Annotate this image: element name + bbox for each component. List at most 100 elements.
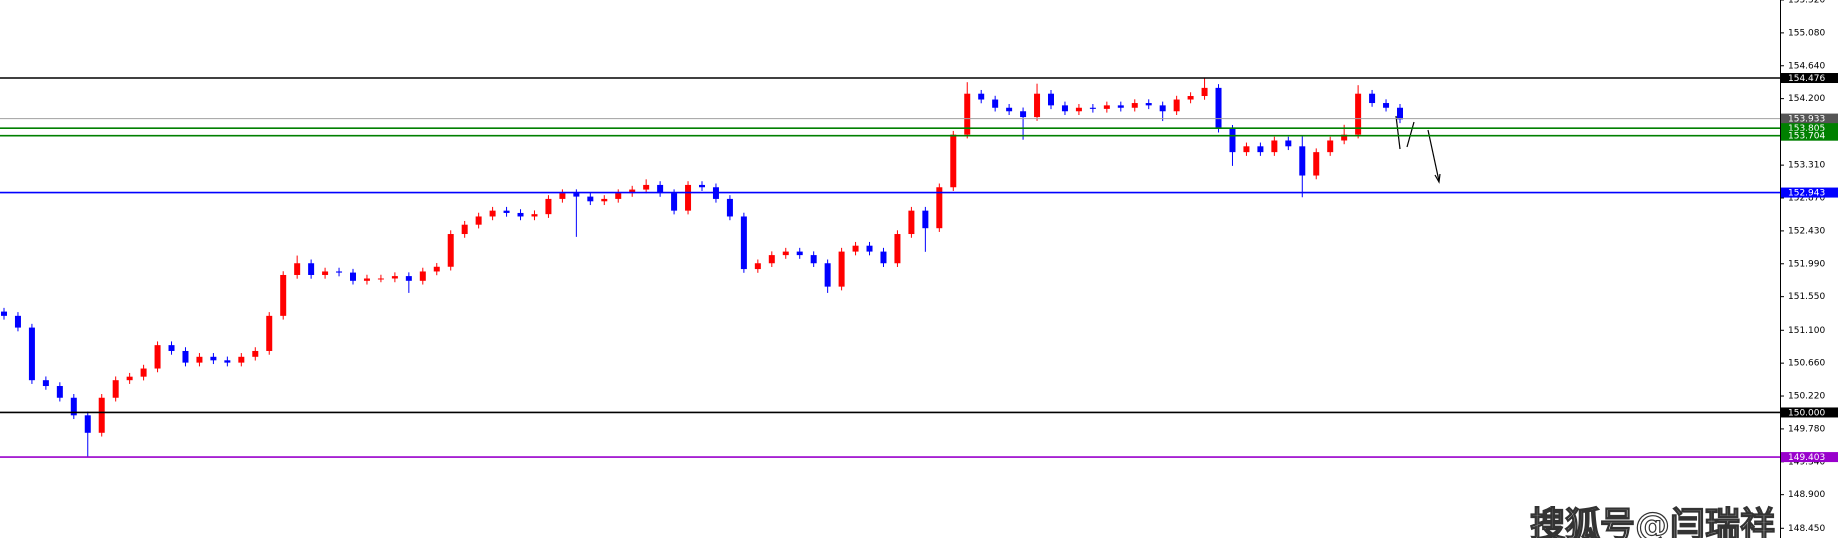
drawing-line	[1406, 121, 1415, 148]
y-tick-label: 154.200	[1788, 94, 1825, 104]
candle-body	[224, 360, 231, 363]
candle-body	[1313, 152, 1320, 176]
candle-body	[573, 193, 580, 197]
y-tick-label: 151.100	[1788, 326, 1825, 336]
candle-body	[1061, 105, 1068, 112]
candle-body	[1243, 146, 1250, 153]
candle-body	[1103, 105, 1110, 109]
candle-body	[922, 210, 929, 229]
candle-body	[699, 184, 705, 188]
candle-body	[1201, 87, 1208, 97]
candle-body	[1117, 105, 1124, 108]
y-tick-label: 155.080	[1788, 28, 1825, 38]
level-label: 149.403	[1788, 453, 1825, 463]
y-tick-label: 148.450	[1788, 524, 1825, 534]
candle-body	[685, 184, 692, 211]
drawing-arrow	[1427, 129, 1440, 182]
candle-body	[1229, 128, 1236, 153]
candle-body	[363, 278, 370, 281]
y-tick-label: 149.780	[1788, 424, 1825, 434]
candle-body	[908, 210, 915, 235]
candle-body	[601, 198, 608, 202]
candle-body	[391, 276, 398, 279]
candle-body	[1034, 93, 1041, 118]
candle-body	[1159, 105, 1166, 112]
candle-body	[419, 271, 426, 281]
candle-body	[629, 189, 636, 194]
candle-body	[768, 255, 775, 264]
candle-body	[545, 198, 552, 215]
candle-body	[266, 315, 273, 351]
candle-body	[517, 212, 524, 217]
candle-body	[350, 272, 356, 281]
candle-body	[838, 251, 845, 287]
candle-body	[1299, 146, 1306, 176]
candle-body	[56, 386, 63, 398]
candle-body	[866, 245, 873, 252]
watermark: 搜狐号@闫瑞祥	[1530, 506, 1775, 538]
candle-body	[28, 327, 35, 381]
level-label-box	[1781, 113, 1838, 124]
candle-body	[98, 397, 105, 433]
candle-body	[1397, 107, 1403, 120]
level-label: 153.805	[1788, 124, 1825, 134]
y-tick-label: 148.900	[1788, 490, 1825, 500]
candle-body	[503, 210, 510, 213]
y-tick-label: 149.340	[1788, 457, 1825, 467]
candle-body	[754, 263, 761, 270]
candle-body	[810, 255, 817, 264]
candle-body	[880, 251, 887, 264]
candle-body	[42, 380, 49, 387]
candle-body	[1187, 96, 1194, 100]
candle-body	[1215, 87, 1222, 129]
candle-body	[936, 187, 943, 229]
candle-body	[433, 266, 440, 272]
candle-body	[70, 397, 77, 416]
level-label-box	[1781, 130, 1838, 141]
candle-body	[796, 251, 803, 256]
y-tick-label: 152.870	[1788, 194, 1825, 204]
candle-body	[615, 193, 622, 199]
candle-body	[1089, 107, 1096, 109]
candle-body	[336, 271, 343, 273]
candle-body	[782, 251, 789, 256]
candle-body	[1271, 140, 1278, 153]
candle-body	[377, 278, 384, 280]
level-label: 152.943	[1788, 189, 1825, 199]
candle-body	[1145, 103, 1152, 106]
candle-body	[852, 245, 859, 252]
y-tick-label: 155.520	[1788, 0, 1825, 6]
candle-body	[964, 93, 971, 135]
candle-body	[740, 216, 747, 270]
candle-body	[1048, 93, 1054, 106]
candle-body	[154, 345, 161, 369]
candle-body	[168, 345, 175, 351]
candle-body	[447, 234, 454, 267]
level-label-box	[1781, 73, 1838, 84]
level-label-box	[1781, 187, 1838, 198]
candle-body	[726, 198, 733, 217]
candle-body	[461, 224, 468, 235]
candle-body	[1006, 107, 1013, 112]
candle-body	[950, 134, 957, 188]
candle-body	[824, 263, 831, 287]
candle-body	[657, 184, 664, 194]
level-label: 154.476	[1788, 74, 1825, 84]
candle-body	[84, 415, 91, 433]
level-label: 150.000	[1788, 408, 1825, 418]
y-tick-label: 150.220	[1788, 392, 1825, 402]
trend-drawings	[1395, 115, 1441, 184]
candle-body	[671, 193, 678, 211]
candle-body	[126, 376, 133, 381]
candle-body	[894, 234, 901, 264]
level-label: 153.704	[1788, 132, 1825, 142]
candle-body	[1369, 93, 1376, 104]
candle-body	[643, 184, 650, 190]
candle-body	[1383, 103, 1390, 108]
y-tick-label: 152.430	[1788, 226, 1825, 236]
level-label-box	[1781, 123, 1838, 134]
candle-body	[182, 350, 189, 363]
level-label-box	[1781, 407, 1838, 418]
candle-body	[252, 350, 259, 357]
